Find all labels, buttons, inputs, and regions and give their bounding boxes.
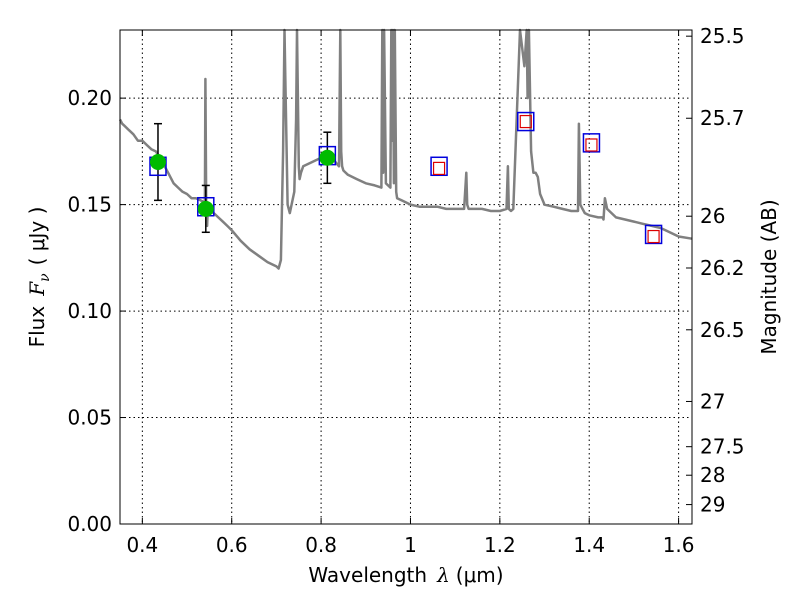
x-axis-ticks: 0.4 0.6 0.8 1 1.2 1.4 1.6 bbox=[126, 30, 695, 557]
y-tick-label: 0.10 bbox=[67, 299, 112, 323]
x-tick-label: 1.4 bbox=[573, 533, 605, 557]
model-point-square bbox=[644, 224, 663, 245]
upper-limit-square bbox=[585, 138, 598, 152]
y2-tick-label: 25.7 bbox=[700, 106, 745, 130]
markers bbox=[149, 111, 663, 245]
observed-point bbox=[149, 154, 166, 171]
x-tick-label: 0.4 bbox=[126, 533, 158, 557]
model-point-square bbox=[517, 111, 535, 132]
model-point-square bbox=[582, 133, 601, 153]
observed-point bbox=[319, 149, 336, 166]
y2-tick-label: 29 bbox=[700, 493, 725, 517]
y-tick-label: 0.00 bbox=[67, 512, 112, 536]
model-point-square bbox=[430, 156, 448, 177]
y-tick-label: 0.20 bbox=[67, 86, 112, 110]
x-tick-label: 0.8 bbox=[305, 533, 337, 557]
observed-point bbox=[197, 200, 214, 217]
y-axis-ticks: 0.00 0.05 0.10 0.15 0.20 bbox=[67, 86, 126, 536]
x-tick-label: 0.6 bbox=[216, 533, 248, 557]
y2-tick-label: 26.2 bbox=[700, 256, 745, 280]
x-axis-label: Wavelength λ (μm) bbox=[308, 563, 503, 587]
y2-tick-label: 27.5 bbox=[700, 435, 745, 459]
error-bars bbox=[153, 122, 332, 234]
y2-tick-label: 26 bbox=[700, 204, 725, 228]
plot-frame bbox=[119, 29, 693, 525]
y2-tick-label: 27 bbox=[700, 389, 725, 413]
y2-axis-ticks: 25.5 25.7 26 26.2 26.5 27 27.5 28 29 bbox=[686, 24, 745, 517]
y2-tick-label: 28 bbox=[700, 463, 725, 487]
y-axis-label: FluxFν( μJy ) bbox=[25, 207, 53, 348]
x-tick-label: 1.6 bbox=[663, 533, 695, 557]
upper-limit-square bbox=[519, 114, 532, 129]
y-tick-label: 0.05 bbox=[67, 406, 112, 430]
y2-tick-label: 25.5 bbox=[700, 24, 745, 48]
upper-limit-square bbox=[432, 161, 446, 176]
y-tick-label: 0.15 bbox=[67, 193, 112, 217]
x-tick-label: 1.2 bbox=[484, 533, 516, 557]
y2-tick-label: 26.5 bbox=[700, 318, 745, 342]
x-tick-label: 1 bbox=[404, 533, 417, 557]
y2-axis-label: Magnitude (AB) bbox=[757, 199, 781, 354]
upper-limit-square bbox=[647, 229, 660, 244]
